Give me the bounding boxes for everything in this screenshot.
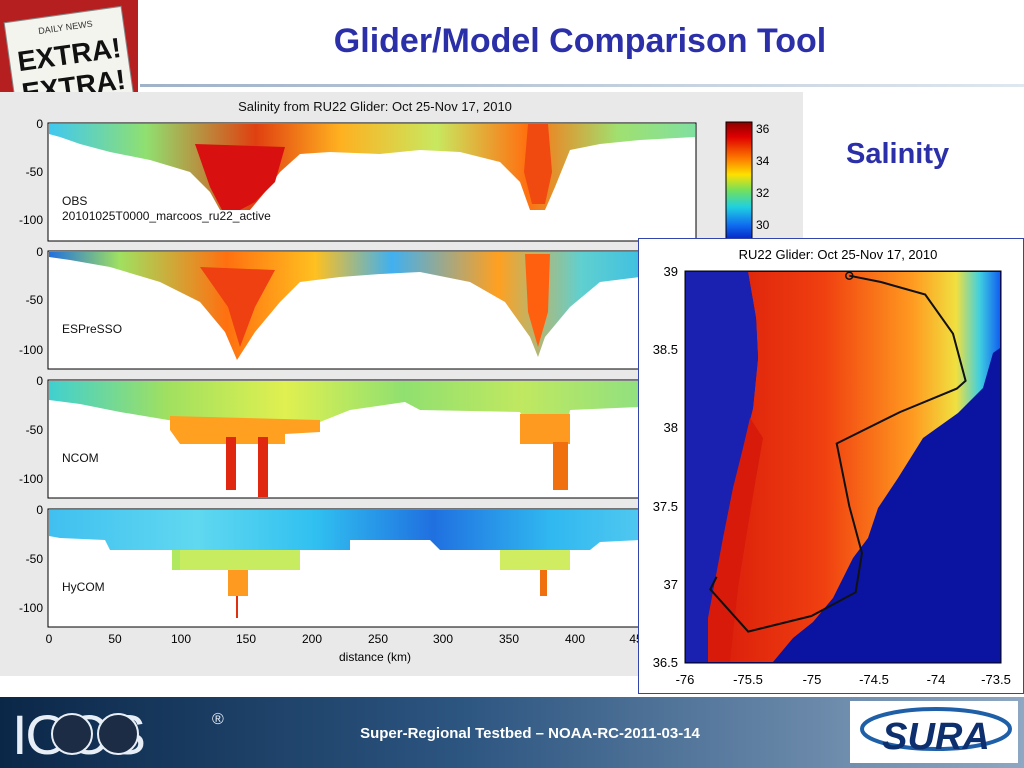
lat-tick: 38.5 [653, 342, 678, 357]
figure-title: Salinity from RU22 Glider: Oct 25-Nov 17… [238, 99, 512, 114]
hycom-salinity-field [49, 510, 640, 550]
colorbar-tick: 34 [756, 154, 770, 168]
espresso-salinity-field [49, 252, 640, 360]
colorbar: 36 34 32 30 [725, 121, 770, 248]
ncom-deep-column-3 [553, 442, 568, 490]
x-tick: 300 [433, 632, 453, 646]
hycom-subsurface-layer-2 [172, 550, 180, 570]
lon-tick: -74.5 [859, 672, 889, 687]
bay-fresh-water [686, 272, 758, 662]
panel-hycom: HyCOM [47, 508, 697, 628]
x-tick: 250 [368, 632, 388, 646]
glider-track-line [709, 274, 967, 633]
shelf-salinity-field [708, 272, 1000, 662]
espresso-high-salinity-core-1 [200, 267, 275, 347]
panel-obs: OBS 20101025T0000_marcoos_ru22_active [47, 122, 697, 242]
y-tick: -50 [26, 552, 44, 566]
lat-tick: 36.5 [653, 655, 678, 670]
hycom-deep-column-1 [228, 570, 248, 596]
panel-label-espresso: ESPreSSO [62, 322, 122, 336]
hycom-subsurface-layer-3 [500, 550, 570, 570]
y-tick: -100 [19, 601, 43, 615]
panel-label-obs: OBS [62, 194, 87, 208]
y-tick: -100 [19, 343, 43, 357]
registered-mark: ® [212, 711, 224, 728]
panel-label-hycom: HyCOM [62, 580, 105, 594]
lon-tick: -76 [676, 672, 695, 687]
y-tick: 0 [36, 503, 43, 517]
x-tick: 0 [46, 632, 53, 646]
hycom-deep-column-2 [236, 596, 238, 618]
ncom-subsurface-layer-2 [520, 414, 570, 444]
x-tick: 150 [236, 632, 256, 646]
ncom-deep-column-1 [226, 437, 236, 490]
obs-high-salinity-core-2 [524, 124, 552, 204]
espresso-high-salinity-core-2 [525, 254, 550, 347]
glider-track-map: RU22 Glider: Oct 25-Nov 17, 2010 39 38.5… [638, 238, 1024, 694]
sura-logo-background [850, 701, 1018, 763]
header-divider [140, 84, 1024, 87]
y-tick: 0 [36, 374, 43, 388]
inset-title: RU22 Glider: Oct 25-Nov 17, 2010 [739, 247, 938, 262]
y-tick: 0 [36, 117, 43, 131]
slide-title: Glider/Model Comparison Tool [333, 22, 827, 60]
glider-start-marker [845, 271, 854, 280]
panel-ncom: NCOM [47, 379, 697, 499]
lon-tick: -73.5 [981, 672, 1011, 687]
colorbar-tick: 36 [756, 122, 770, 136]
colorbar-tick: 32 [756, 186, 770, 200]
lat-tick: 38 [664, 420, 678, 435]
lon-tick: -75.5 [733, 672, 763, 687]
slide-subtitle: Salinity [846, 138, 950, 170]
lat-tick: 39 [664, 264, 678, 279]
lon-tick: -75 [803, 672, 822, 687]
x-axis-ticks: 0 50 100 150 200 250 300 350 400 45 [46, 632, 643, 646]
y-tick: -50 [26, 165, 44, 179]
ioos-logo: IOOS ® [12, 703, 224, 766]
footer-text: Super-Regional Testbed – NOAA-RC-2011-03… [360, 725, 700, 742]
colorbar-tick: 30 [756, 218, 770, 232]
x-tick: 350 [499, 632, 519, 646]
x-tick: 50 [108, 632, 122, 646]
x-tick: 400 [565, 632, 585, 646]
obs-high-salinity-core-1 [195, 144, 285, 210]
panel-espresso: ESPreSSO [47, 250, 697, 370]
globe-icon [97, 713, 139, 755]
colorbar-gradient [725, 121, 753, 248]
sura-logo-text: SURA [882, 716, 990, 758]
sura-swoosh [860, 707, 1012, 751]
x-tick: 100 [171, 632, 191, 646]
lon-tick: -74 [927, 672, 946, 687]
globe-icon [51, 713, 93, 755]
ncom-deep-column-2 [258, 437, 268, 497]
lat-tick: 37.5 [653, 499, 678, 514]
x-axis-label: distance (km) [339, 650, 411, 664]
y-tick: -50 [26, 293, 44, 307]
panel-sublabel-obs: 20101025T0000_marcoos_ru22_active [62, 209, 271, 223]
x-tick: 200 [302, 632, 322, 646]
y-axis-ticks: 0 -50 -100 0 -50 -100 0 -50 -100 0 -50 -… [19, 117, 43, 615]
ncom-subsurface-layer-1 [170, 416, 320, 444]
hycom-subsurface-layer-1 [180, 550, 300, 570]
map-x-ticks: -76 -75.5 -75 -74.5 -74 -73.5 [676, 672, 1011, 687]
hycom-deep-column-3 [540, 570, 547, 596]
map-y-ticks: 39 38.5 38 37.5 37 36.5 [653, 264, 678, 670]
y-tick: -100 [19, 472, 43, 486]
y-tick: 0 [36, 245, 43, 259]
panel-label-ncom: NCOM [62, 451, 99, 465]
y-tick: -50 [26, 423, 44, 437]
lat-tick: 37 [664, 577, 678, 592]
sura-logo: SURA [850, 701, 1018, 763]
y-tick: -100 [19, 213, 43, 227]
